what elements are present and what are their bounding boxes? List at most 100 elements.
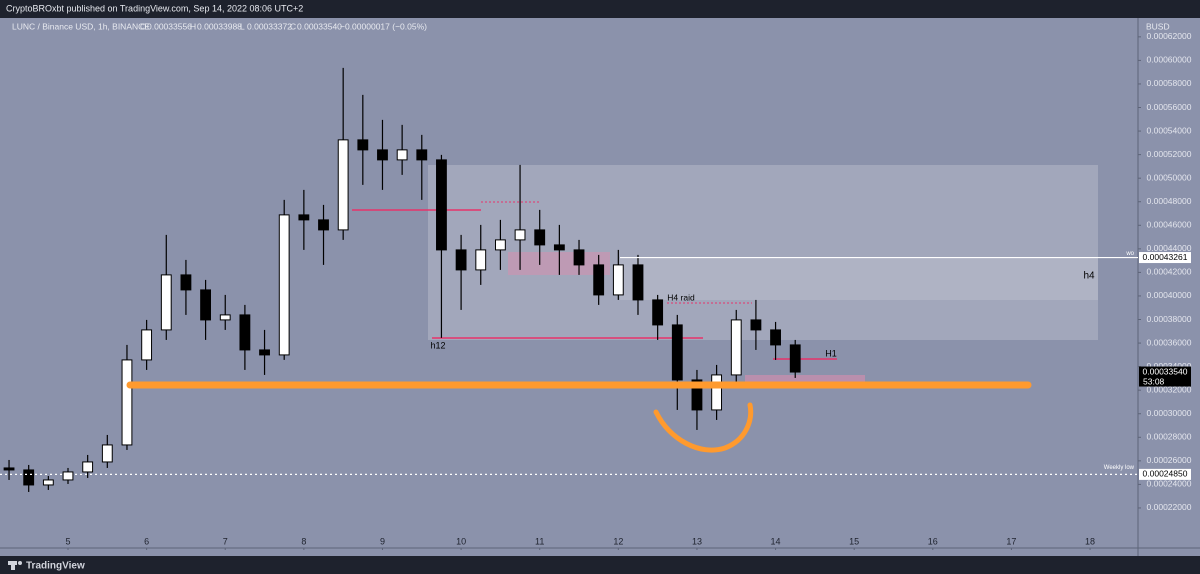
y-tick-label: 0.00040000 <box>1147 290 1192 300</box>
candle-body <box>436 159 447 251</box>
candle-body <box>377 149 388 161</box>
x-tick-label: 10 <box>456 536 466 546</box>
price-tag: wo <box>1125 251 1134 257</box>
candle-body <box>612 264 624 296</box>
logo <box>8 561 17 565</box>
ohlc-value: 0.00033556 <box>147 21 192 31</box>
candle-body <box>3 467 15 471</box>
x-tick-label: 13 <box>692 536 702 546</box>
candle-body <box>219 314 231 321</box>
y-tick-label: 0.00024000 <box>1147 479 1192 489</box>
candle-body <box>278 214 290 356</box>
annotation: H1 <box>825 348 837 358</box>
candle-body <box>475 249 487 271</box>
x-tick-label: 6 <box>144 536 149 546</box>
ohlc-key: O <box>140 21 147 31</box>
x-tick-label: 16 <box>928 536 938 546</box>
y-tick-label: 0.00060000 <box>1147 55 1192 65</box>
x-tick-label: 5 <box>65 536 70 546</box>
x-tick-label: 18 <box>1085 536 1095 546</box>
ohlc-key: L <box>240 21 245 31</box>
change: −0.00000017 (−0.05%) <box>340 21 427 31</box>
annotation: H4 raid <box>667 292 695 302</box>
candles <box>3 67 801 492</box>
candle-body <box>82 461 94 473</box>
candle-body <box>180 274 192 291</box>
currency: BUSD <box>1146 21 1170 31</box>
price-tag: 53:08 <box>1143 376 1165 386</box>
ohlc-key: H <box>190 21 196 31</box>
candle-body <box>62 471 74 481</box>
y-tick-label: 0.00052000 <box>1147 149 1192 159</box>
candle-body <box>573 249 585 266</box>
candle-body <box>593 264 605 296</box>
y-tick-label: 0.00022000 <box>1147 502 1192 512</box>
logo <box>11 565 15 570</box>
ohlc-value: 0.00033540 <box>297 21 342 31</box>
candle-body <box>121 359 133 446</box>
zone <box>620 258 1098 300</box>
candle-body <box>141 329 153 361</box>
price-label-box <box>1139 366 1191 387</box>
y-tick-label: 0.00046000 <box>1147 220 1192 230</box>
y-tick-label: 0.00058000 <box>1147 78 1192 88</box>
candle-body <box>494 239 506 251</box>
candle-body <box>259 349 270 356</box>
ohlc-key: C <box>290 21 296 31</box>
y-tick-label: 0.00026000 <box>1147 455 1192 465</box>
y-tick-label: 0.00028000 <box>1147 432 1192 442</box>
y-tick-label: 0.00048000 <box>1147 196 1192 206</box>
candle-body <box>396 149 408 161</box>
candle-body <box>553 244 565 251</box>
y-tick-label: 0.00050000 <box>1147 172 1192 182</box>
footer <box>0 556 1200 574</box>
candle-body <box>691 379 703 411</box>
price-label: 0.00033540 <box>1143 366 1188 376</box>
candle-body <box>101 444 113 463</box>
annotation: h4 <box>1083 271 1095 282</box>
y-tick-label: 0.00054000 <box>1147 125 1192 135</box>
price-label-box <box>1139 468 1191 480</box>
y-tick-label: 0.00030000 <box>1147 408 1192 418</box>
y-tick-label: 0.00034000 <box>1147 361 1192 371</box>
candle-body <box>416 149 428 161</box>
brand: TradingView <box>26 561 85 572</box>
y-tick-label: 0.00032000 <box>1147 384 1192 394</box>
x-tick-label: 11 <box>535 536 544 546</box>
candle-body <box>711 374 723 411</box>
x-tick-label: 14 <box>771 536 781 546</box>
x-tick-label: 17 <box>1006 536 1016 546</box>
y-tick-label: 0.00062000 <box>1147 31 1192 41</box>
symbol: LUNC / Binance USD, 1h, BINANCE <box>12 21 150 31</box>
candle-body <box>534 229 546 246</box>
x-tick-label: 15 <box>849 536 859 546</box>
candle-body <box>750 319 762 331</box>
price-tag: Weekly low <box>1104 465 1135 471</box>
publisher: CryptoBROxbt published on TradingView.co… <box>6 3 303 13</box>
candle-body <box>789 344 801 373</box>
x-tick-label: 8 <box>301 536 306 546</box>
ohlc-value: 0.00033988 <box>197 21 242 31</box>
ohlc-value: 0.00033372 <box>247 21 292 31</box>
candle-body <box>671 324 683 381</box>
x-tick-label: 12 <box>613 536 623 546</box>
candle-body <box>632 264 644 301</box>
candle-body <box>200 289 212 321</box>
y-tick-label: 0.00044000 <box>1147 243 1192 253</box>
candle-body <box>160 274 172 331</box>
zone <box>745 375 865 385</box>
y-tick-label: 0.00036000 <box>1147 337 1192 347</box>
x-tick-label: 9 <box>380 536 385 546</box>
candle-body <box>357 139 369 151</box>
candle-body <box>298 214 310 221</box>
y-tick-label: 0.00056000 <box>1147 102 1192 112</box>
x-tick-label: 7 <box>223 536 228 546</box>
candle-body <box>239 314 251 351</box>
price-label: 0.00024850 <box>1143 469 1188 479</box>
price-label-box <box>1139 252 1191 264</box>
price-label: 0.00043261 <box>1143 252 1188 262</box>
curve-drawing <box>653 402 754 453</box>
candle-body <box>337 139 349 231</box>
